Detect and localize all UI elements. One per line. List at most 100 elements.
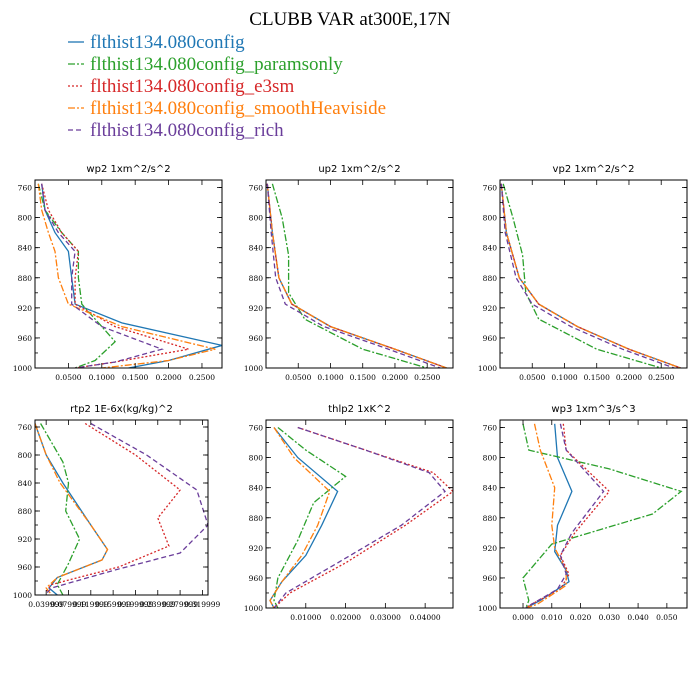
- legend: flthist134.080configflthist134.080config…: [68, 32, 386, 141]
- x-tick-label: 0.030: [599, 613, 621, 622]
- plot-frame: [499, 179, 688, 369]
- x-tick-label: 0.1000: [89, 373, 115, 382]
- x-tick-label: 0.0500: [285, 373, 311, 382]
- x-tick-label: 0.1000: [317, 373, 343, 382]
- y-tick-label: 920: [249, 544, 264, 553]
- series-line: [45, 422, 208, 595]
- y-tick-label: 840: [483, 484, 498, 493]
- y-tick-label: 880: [18, 507, 33, 516]
- series-line: [40, 423, 81, 595]
- legend-entry: flthist134.080config: [90, 32, 245, 53]
- x-tick-label: 0.2000: [382, 373, 408, 382]
- y-tick-label: 880: [483, 514, 498, 523]
- panel-title: wp2 1xm^2/s^2: [86, 164, 170, 175]
- chart-panel: wp2 1xm^2/s^2 760 800 840 880 920 960 1000 0.050…: [13, 164, 223, 382]
- y-tick-label: 1000: [478, 364, 497, 373]
- y-tick-label: 1000: [13, 591, 32, 600]
- series-line: [37, 183, 216, 368]
- y-tick-label: 840: [18, 244, 33, 253]
- series-line: [500, 183, 681, 368]
- series-line: [266, 183, 447, 368]
- legend-entry: flthist134.080config_rich: [90, 120, 284, 141]
- x-tick-label: 0.0500: [519, 373, 545, 382]
- y-tick-label: 840: [483, 244, 498, 253]
- series-line: [266, 183, 441, 368]
- plot-frame: [265, 179, 454, 369]
- x-tick-label: 0.319999: [185, 600, 221, 609]
- chart-panel: wp3 1xm^3/s^3 760 800 840 880 920 960 1000 0.000…: [478, 404, 688, 622]
- plot-frame: [34, 179, 223, 369]
- y-tick-label: 880: [483, 274, 498, 283]
- x-tick-label: 0.2000: [616, 373, 642, 382]
- y-tick-label: 800: [483, 454, 498, 463]
- x-tick-label: 0.04000: [410, 613, 441, 622]
- y-tick-label: 880: [249, 514, 264, 523]
- y-tick-label: 760: [483, 184, 498, 193]
- y-tick-label: 960: [483, 334, 498, 343]
- series-line: [271, 183, 428, 368]
- series-line: [37, 183, 117, 368]
- chart-panel: rtp2 1E-6x(kg/kg)^2 760 800 840 880 920 960 100…: [13, 404, 221, 609]
- series-line: [273, 426, 347, 608]
- y-tick-label: 920: [18, 304, 33, 313]
- series-line: [500, 183, 681, 368]
- chart-panel: up2 1xm^2/s^2 760 800 840 880 920 960 1000 0.050…: [244, 164, 454, 382]
- y-tick-label: 1000: [244, 364, 263, 373]
- y-tick-label: 960: [249, 334, 264, 343]
- x-tick-label: 0.2500: [648, 373, 674, 382]
- x-tick-label: 0.199999: [118, 600, 154, 609]
- y-tick-label: 960: [249, 574, 264, 583]
- x-tick-label: 0.239999: [140, 600, 176, 609]
- x-tick-label: 0.050: [656, 613, 678, 622]
- panel-title: up2 1xm^2/s^2: [318, 164, 400, 175]
- series-line: [273, 426, 446, 608]
- y-tick-label: 960: [18, 334, 33, 343]
- series-line: [35, 423, 109, 595]
- x-tick-label: 0.1500: [122, 373, 148, 382]
- series-line: [266, 183, 447, 368]
- x-tick-label: 0.01000: [290, 613, 321, 622]
- series-line: [502, 183, 662, 368]
- y-tick-label: 880: [18, 274, 33, 283]
- y-tick-label: 920: [483, 304, 498, 313]
- y-tick-label: 1000: [478, 604, 497, 613]
- y-tick-label: 800: [483, 214, 498, 223]
- y-tick-label: 760: [483, 424, 498, 433]
- y-tick-label: 1000: [244, 604, 263, 613]
- y-tick-label: 800: [249, 214, 264, 223]
- x-tick-label: 0.079999: [51, 600, 87, 609]
- legend-entry: flthist134.080config_paramsonly: [90, 54, 343, 75]
- y-tick-label: 760: [249, 424, 264, 433]
- series-line: [522, 423, 683, 608]
- x-tick-label: 0.000: [512, 613, 534, 622]
- x-tick-label: 0.1500: [584, 373, 610, 382]
- x-tick-label: 0.02000: [330, 613, 361, 622]
- y-tick-label: 960: [18, 563, 33, 572]
- series-line: [41, 183, 189, 368]
- y-tick-label: 840: [249, 484, 264, 493]
- series-line: [269, 427, 331, 608]
- chart-panel: vp2 1xm^2/s^2 760 800 840 880 920 960 1000 0.050…: [478, 164, 688, 382]
- y-tick-label: 960: [483, 574, 498, 583]
- series-line: [35, 423, 109, 595]
- x-tick-label: 0.1500: [350, 373, 376, 382]
- plot-frame: [34, 419, 209, 596]
- panel-title: wp3 1xm^3/s^3: [551, 404, 635, 415]
- x-tick-label: 0.020: [570, 613, 592, 622]
- y-tick-label: 920: [249, 304, 264, 313]
- plot-frame: [265, 419, 454, 609]
- x-tick-label: 0.0500: [55, 373, 81, 382]
- series-line: [41, 183, 222, 368]
- y-tick-label: 760: [249, 184, 264, 193]
- y-tick-label: 880: [249, 274, 264, 283]
- plot-frame: [499, 419, 688, 609]
- y-tick-label: 760: [18, 184, 33, 193]
- x-tick-label: 0.119999: [73, 600, 109, 609]
- y-tick-label: 800: [18, 214, 33, 223]
- y-tick-label: 800: [249, 454, 264, 463]
- chart-panel: thlp2 1xK^2 760 800 840 880 920 960 1000 0.01000…: [244, 404, 454, 622]
- y-tick-label: 1000: [13, 364, 32, 373]
- series-line: [266, 183, 447, 368]
- series-line: [500, 183, 675, 368]
